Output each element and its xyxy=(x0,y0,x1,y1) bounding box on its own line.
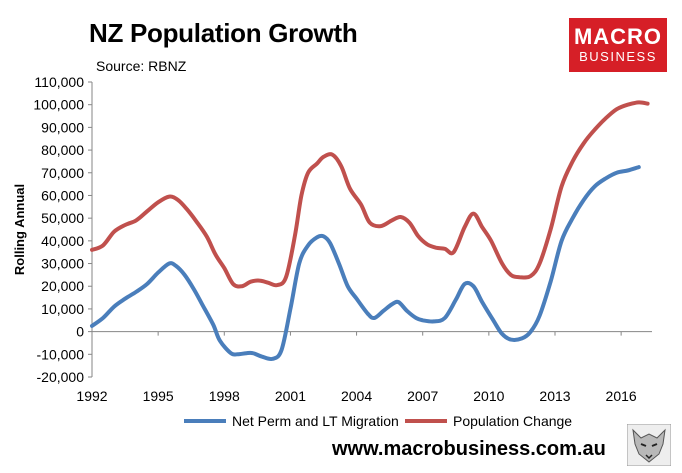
population-change-series-line xyxy=(90,100,650,289)
footer-url[interactable]: www.macrobusiness.com.au xyxy=(332,438,606,460)
y-tick-label: 20,000 xyxy=(41,278,84,294)
legend-item-population-change-label: Population Change xyxy=(453,413,572,429)
logo-line-1: MACRO xyxy=(573,24,663,49)
x-tick-label: 2004 xyxy=(341,388,372,404)
y-tick-label: 0 xyxy=(76,324,84,340)
x-tick-label: 1998 xyxy=(209,388,240,404)
macrobusiness-logo: MACRO BUSINESS xyxy=(569,18,667,72)
chart-title: NZ Population Growth xyxy=(89,18,358,48)
y-tick-label: -20,000 xyxy=(37,369,85,385)
x-tick-label: 2013 xyxy=(539,388,570,404)
x-tick-label: 2010 xyxy=(473,388,504,404)
y-tick-label: 40,000 xyxy=(41,233,84,249)
y-tick-label: 90,000 xyxy=(41,119,84,135)
y-tick-label: 100,000 xyxy=(33,97,84,113)
y-tick-label: 50,000 xyxy=(41,210,84,226)
y-tick-label: 30,000 xyxy=(41,256,84,272)
x-tick-label: 2016 xyxy=(606,388,637,404)
y-tick-label: 70,000 xyxy=(41,165,84,181)
chart-source: Source: RBNZ xyxy=(96,58,187,74)
logo-line-2: BUSINESS xyxy=(579,49,657,64)
y-axis-title: Rolling Annual xyxy=(12,184,27,275)
x-tick-label: 2001 xyxy=(275,388,306,404)
y-tick-label: 10,000 xyxy=(41,301,84,317)
legend-item-net-migration-label: Net Perm and LT Migration xyxy=(232,413,399,429)
y-tick-label: 60,000 xyxy=(41,187,84,203)
net-migration-series-line xyxy=(90,165,641,362)
y-tick-label: -10,000 xyxy=(37,346,85,362)
wolf-logo-icon xyxy=(627,424,671,466)
y-tick-label: 80,000 xyxy=(41,142,84,158)
y-tick-label: 110,000 xyxy=(34,74,84,90)
x-tick-label: 2007 xyxy=(407,388,438,404)
x-tick-label: 1995 xyxy=(143,388,174,404)
x-tick-label: 1992 xyxy=(76,388,107,404)
